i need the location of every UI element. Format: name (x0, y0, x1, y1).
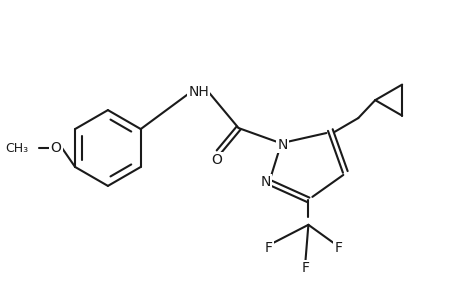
Text: F: F (264, 241, 272, 255)
Text: NH: NH (188, 85, 208, 99)
Text: CH₃: CH₃ (5, 142, 28, 154)
Text: O: O (50, 141, 62, 155)
Text: N: N (260, 175, 270, 189)
Text: O: O (211, 153, 222, 167)
Text: F: F (301, 261, 309, 275)
Text: N: N (277, 138, 287, 152)
Text: F: F (334, 241, 341, 255)
